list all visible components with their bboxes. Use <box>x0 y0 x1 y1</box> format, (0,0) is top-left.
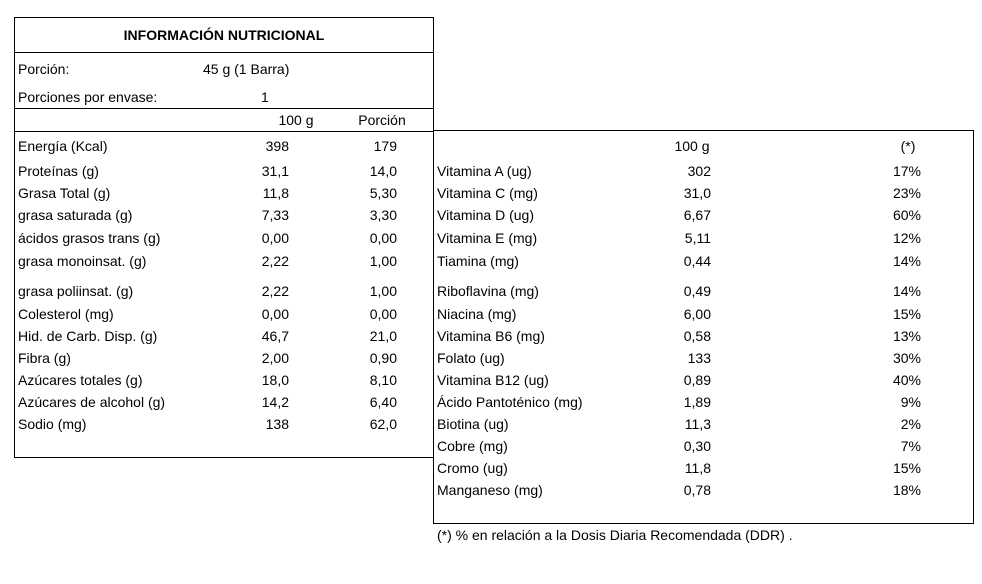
cell-value: 0,78 <box>683 482 711 498</box>
row-label: Proteínas (g) <box>18 163 99 179</box>
cell-value: 14,0 <box>369 163 397 179</box>
serving-value: 45 g (1 Barra) <box>203 61 290 77</box>
cell-value: 138 <box>265 416 289 432</box>
cell-value: 2,22 <box>261 283 289 299</box>
column-header: 100 g <box>278 112 314 128</box>
cell-value: 9% <box>900 394 921 410</box>
servings-label: Porciones por envase: <box>18 89 158 105</box>
cell-value: 179 <box>373 138 397 154</box>
cell-value: 1,00 <box>369 253 397 269</box>
cell-value: 12% <box>892 230 921 246</box>
cell-value: 0,00 <box>369 230 397 246</box>
cell-value: 2,22 <box>261 253 289 269</box>
cell-value: 2% <box>900 416 921 432</box>
row-label: Niacina (mg) <box>437 306 517 322</box>
row-label: Azúcares totales (g) <box>18 372 143 388</box>
row-label: grasa monoinsat. (g) <box>18 253 147 269</box>
cell-value: 1,89 <box>683 394 711 410</box>
servings-value: 1 <box>261 89 269 105</box>
row-label: Colesterol (mg) <box>18 306 114 322</box>
row-label: Biotina (ug) <box>437 416 509 432</box>
cell-value: 0,44 <box>683 253 711 269</box>
right-box <box>433 130 974 524</box>
divider <box>14 108 434 109</box>
cell-value: 0,90 <box>369 350 397 366</box>
row-label: Riboflavina (mg) <box>437 283 539 299</box>
row-label: Azúcares de alcohol (g) <box>18 394 166 410</box>
column-header: (*) <box>900 138 916 154</box>
row-label: Folato (ug) <box>437 350 505 366</box>
row-label: Vitamina B12 (ug) <box>437 372 549 388</box>
column-header: Porción <box>358 112 406 128</box>
cell-value: 302 <box>687 163 711 179</box>
cell-value: 6,40 <box>369 394 397 410</box>
row-label: Tiamina (mg) <box>437 253 519 269</box>
serving-label: Porción: <box>18 61 70 77</box>
cell-value: 2,00 <box>261 350 289 366</box>
cell-value: 1,00 <box>369 283 397 299</box>
cell-value: 0,00 <box>261 306 289 322</box>
row-label: Vitamina C (mg) <box>437 185 538 201</box>
cell-value: 40% <box>892 372 921 388</box>
cell-value: 14,2 <box>261 394 289 410</box>
divider <box>14 52 434 53</box>
row-label: Hid. de Carb. Disp. (g) <box>18 328 158 344</box>
row-label: Manganeso (mg) <box>437 482 543 498</box>
cell-value: 0,49 <box>683 283 711 299</box>
cell-value: 17% <box>892 163 921 179</box>
cell-value: 18,0 <box>261 372 289 388</box>
column-header: 100 g <box>674 138 710 154</box>
cell-value: 60% <box>892 207 921 223</box>
cell-value: 14% <box>892 283 921 299</box>
row-label: Fibra (g) <box>18 350 71 366</box>
cell-value: 21,0 <box>369 328 397 344</box>
cell-value: 8,10 <box>369 372 397 388</box>
row-label: ácidos grasos trans (g) <box>18 230 161 246</box>
cell-value: 398 <box>265 138 289 154</box>
cell-value: 0,89 <box>683 372 711 388</box>
cell-value: 7% <box>900 438 921 454</box>
cell-value: 30% <box>892 350 921 366</box>
cell-value: 0,30 <box>683 438 711 454</box>
cell-value: 11,8 <box>262 185 289 201</box>
cell-value: 5,30 <box>369 185 397 201</box>
cell-value: 46,7 <box>261 328 289 344</box>
cell-value: 3,30 <box>369 207 397 223</box>
row-label: Cobre (mg) <box>437 438 508 454</box>
cell-value: 11,8 <box>684 460 711 476</box>
row-label: grasa poliinsat. (g) <box>18 283 134 299</box>
cell-value: 62,0 <box>369 416 397 432</box>
cell-value: 11,3 <box>684 416 711 432</box>
cell-value: 31,1 <box>261 163 289 179</box>
cell-value: 6,67 <box>683 207 711 223</box>
cell-value: 15% <box>892 460 921 476</box>
row-label: Ácido Pantoténico (mg) <box>437 394 583 410</box>
row-label: Vitamina A (ug) <box>437 163 532 179</box>
cell-value: 7,33 <box>261 207 289 223</box>
cell-value: 15% <box>892 306 921 322</box>
row-label: Vitamina E (mg) <box>437 230 538 246</box>
cell-value: 6,00 <box>683 306 711 322</box>
row-label: Grasa Total (g) <box>18 185 111 201</box>
cell-value: 13% <box>892 328 921 344</box>
cell-value: 31,0 <box>683 185 711 201</box>
cell-value: 0,58 <box>683 328 711 344</box>
cell-value: 0,00 <box>369 306 397 322</box>
row-label: grasa saturada (g) <box>18 207 133 223</box>
row-label: Vitamina D (ug) <box>437 207 535 223</box>
row-label: Vitamina B6 (mg) <box>437 328 545 344</box>
cell-value: 18% <box>892 482 921 498</box>
row-label: Cromo (ug) <box>437 460 508 476</box>
row-label: Energía (Kcal) <box>18 138 108 154</box>
cell-value: 133 <box>687 350 711 366</box>
cell-value: 23% <box>892 185 921 201</box>
row-label: Sodio (mg) <box>18 416 87 432</box>
divider <box>14 131 434 132</box>
title: INFORMACIÓN NUTRICIONAL <box>123 27 325 43</box>
cell-value: 5,11 <box>684 230 711 246</box>
cell-value: 0,00 <box>261 230 289 246</box>
footnote: (*) % en relación a la Dosis Diaria Reco… <box>437 527 793 543</box>
cell-value: 14% <box>892 253 921 269</box>
